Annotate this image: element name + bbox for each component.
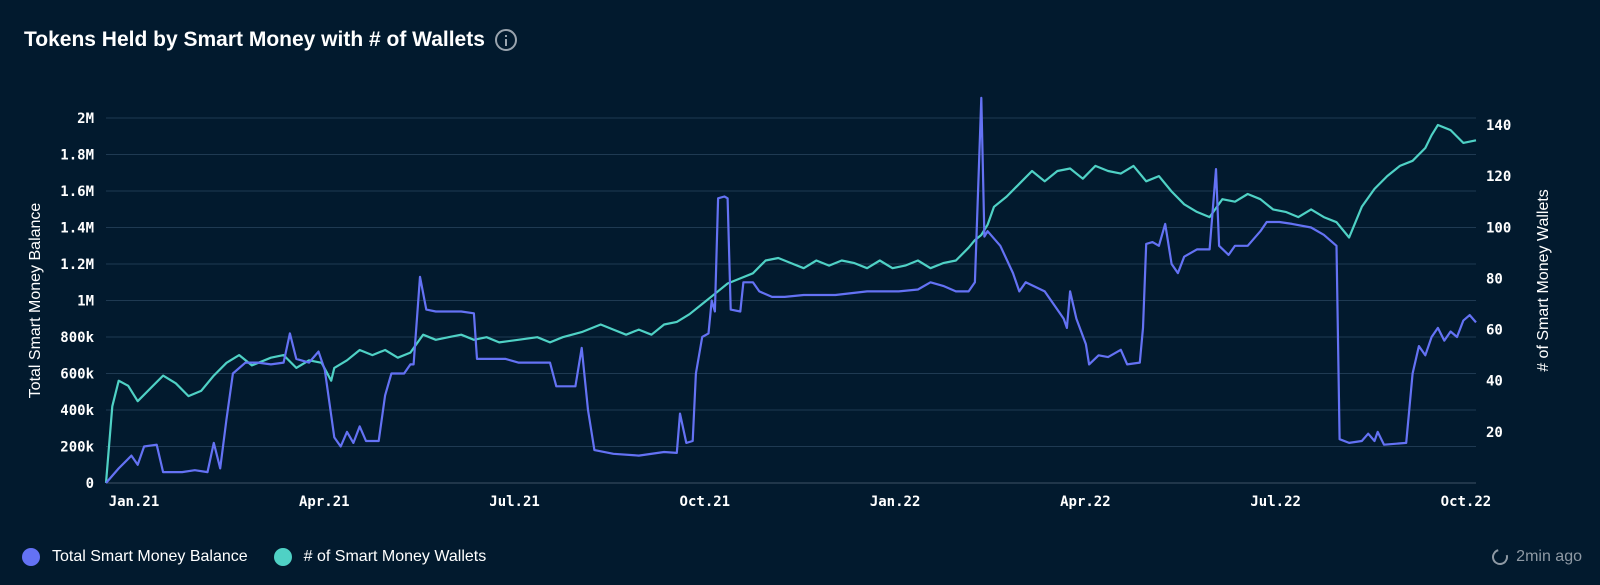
legend-swatch-balance — [22, 548, 40, 566]
y-left-tick-label: 1.2M — [60, 257, 94, 273]
y-left-tick-label: 1.6M — [60, 184, 94, 200]
x-tick-label: Oct.22 — [1441, 494, 1492, 510]
x-tick-label: Jul.21 — [489, 494, 540, 510]
y-left-tick-label: 600k — [60, 367, 94, 383]
info-icon[interactable] — [494, 29, 517, 51]
y-left-tick-label: 800k — [60, 330, 94, 346]
line-chart: 0 200k 400k 600k 800k 1M 1.2M 1.4M 1.6M 1.8M 2M 20 4… — [27, 96, 1552, 510]
legend-swatch-wallets — [273, 548, 292, 566]
y-left-tick-label: 1.4M — [60, 221, 94, 237]
last-updated: 2min ago — [1489, 546, 1582, 568]
y-right-axis-title: # of Smart Money Wallets — [1535, 189, 1552, 372]
y-left-tick-label: 400k — [60, 403, 94, 419]
legend-label-balance: Total Smart Money Balance — [52, 548, 248, 565]
x-tick-label: Apr.21 — [299, 494, 350, 510]
x-tick-label: Apr.22 — [1060, 494, 1111, 510]
x-tick-label: Oct.21 — [680, 494, 731, 510]
legend-label-wallets: # of Smart Money Wallets — [303, 548, 487, 565]
y-left-tick-label: 1.8M — [60, 148, 94, 164]
series-line-wallets — [104, 123, 1477, 484]
legend-item-balance[interactable]: Total Smart Money Balance — [22, 548, 248, 566]
x-tick-label: Jan.21 — [109, 494, 160, 510]
y-right-tick-label: 100 — [1486, 220, 1511, 236]
y-right-tick-label: 140 — [1486, 118, 1511, 134]
y-right-tick-label: 20 — [1486, 425, 1503, 441]
y-left-tick-label: 200k — [60, 440, 94, 456]
chart-header: Tokens Held by Smart Money with # of Wal… — [24, 28, 517, 52]
y-left-tick-label: 0 — [86, 476, 94, 492]
chart-legend: Total Smart Money Balance # of Smart Mon… — [22, 548, 486, 566]
y-right-tick-label: 80 — [1486, 271, 1503, 287]
y-right-tick-label: 60 — [1486, 323, 1503, 339]
y-left-axis-title: Total Smart Money Balance — [27, 203, 44, 399]
last-updated-text: 2min ago — [1516, 548, 1582, 565]
x-tick-label: Jul.22 — [1250, 494, 1301, 510]
y-right-tick-label: 40 — [1486, 374, 1503, 390]
y-right-tick-label: 120 — [1486, 169, 1511, 185]
series-line-balance — [105, 96, 1477, 484]
x-tick-label: Jan.22 — [870, 494, 921, 510]
refresh-icon[interactable] — [1489, 546, 1512, 568]
chart-title: Tokens Held by Smart Money with # of Wal… — [24, 28, 485, 51]
y-left-tick-label: 1M — [77, 294, 94, 310]
legend-item-wallets[interactable]: # of Smart Money Wallets — [273, 548, 487, 566]
y-left-tick-label: 2M — [77, 111, 94, 127]
